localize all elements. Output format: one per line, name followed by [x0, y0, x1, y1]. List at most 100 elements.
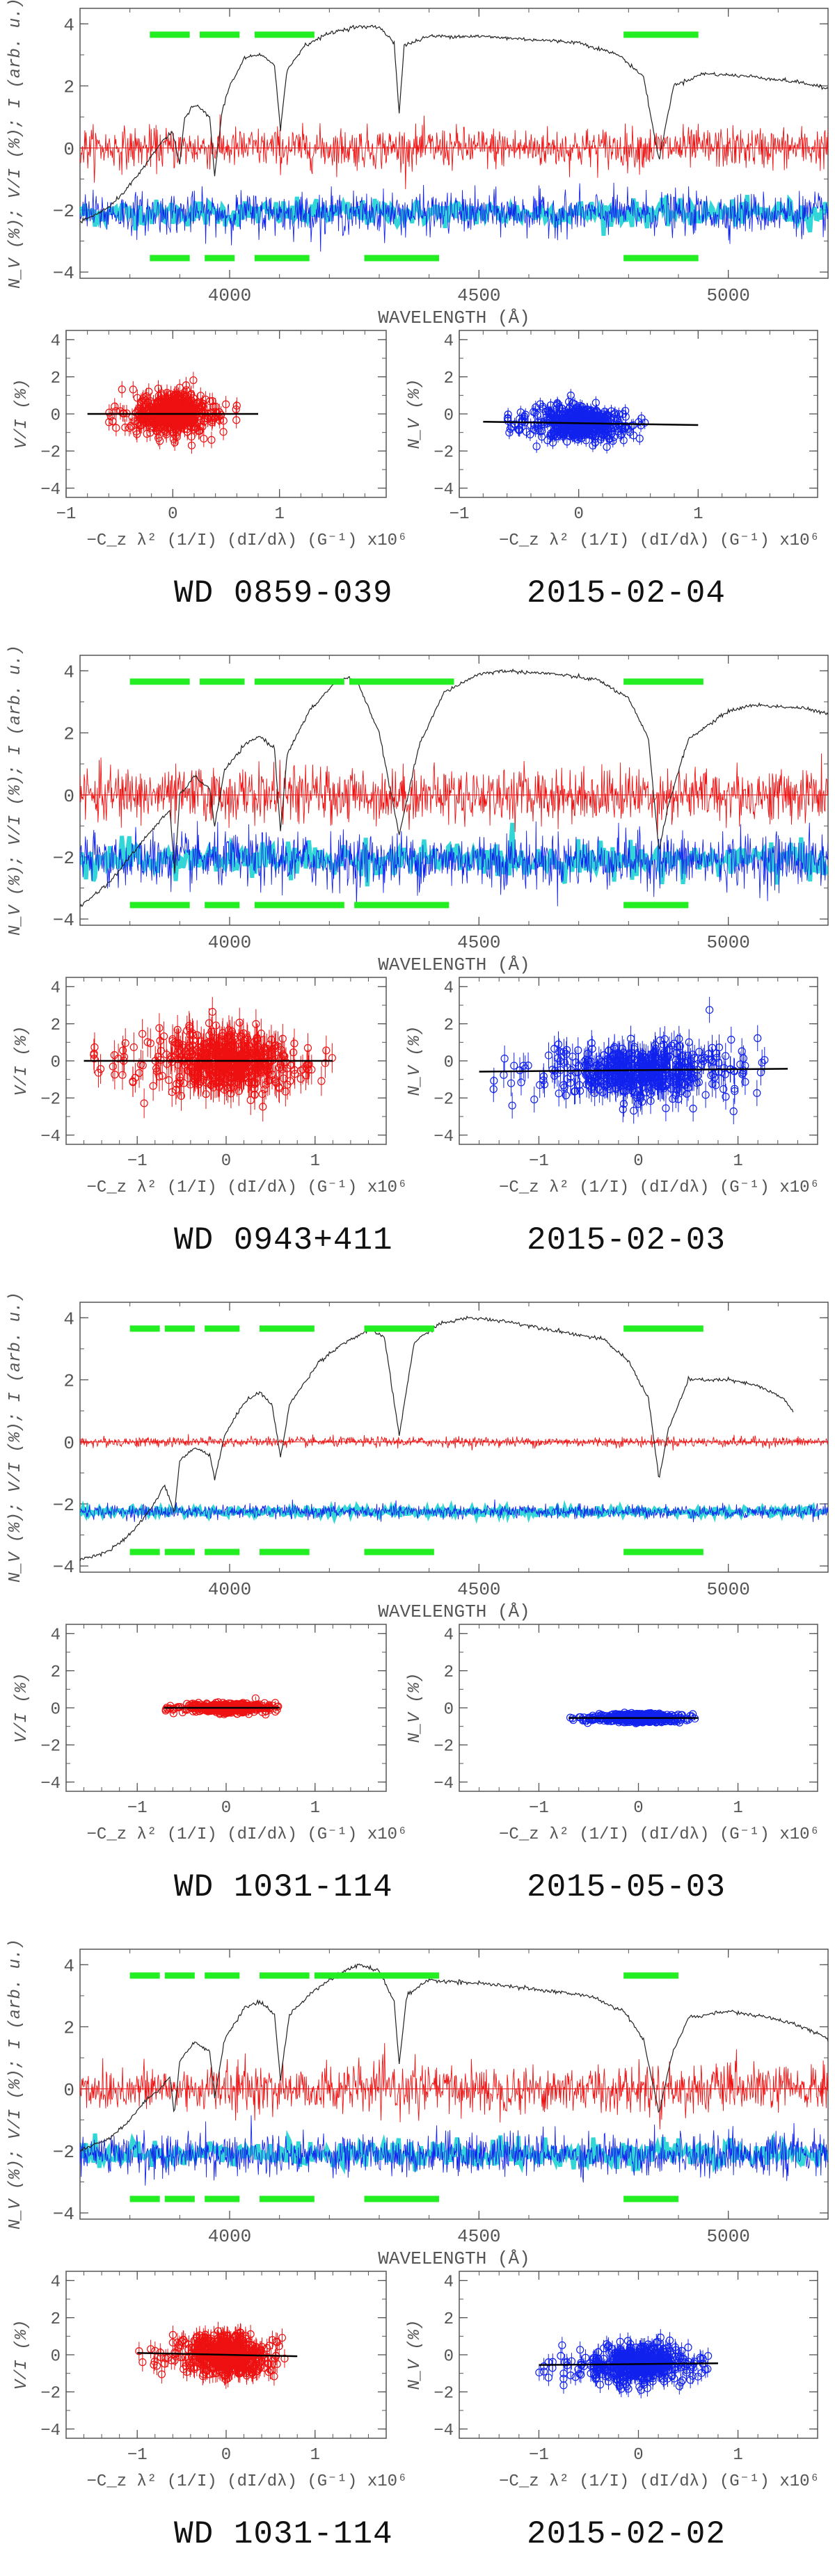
spectrum-ytick-label: −2 [53, 1495, 74, 1516]
data-point [229, 1040, 237, 1049]
data-point [258, 1058, 267, 1066]
data-point [275, 1064, 284, 1072]
data-point [660, 1053, 668, 1061]
data-point [619, 1068, 628, 1076]
v_panel-ytick-label: 2 [51, 1663, 61, 1682]
spectrum-xtick-label: 4000 [208, 285, 251, 306]
spectrum-ytick-label: −2 [53, 848, 74, 869]
data-point [198, 422, 207, 431]
data-point [132, 427, 141, 435]
v_panel-xtick-label: 0 [168, 505, 177, 524]
data-point [635, 434, 644, 442]
n_panel-xtick-label: 1 [733, 1152, 742, 1171]
data-point [617, 1078, 626, 1087]
data-point [539, 403, 547, 411]
data-point [322, 1046, 331, 1055]
data-point [722, 1092, 730, 1101]
n_panel-ytick-label: −4 [434, 1128, 454, 1146]
data-point [207, 435, 216, 444]
data-point [651, 1041, 660, 1049]
data-point [566, 426, 575, 435]
n_panel-xlabel: −C_z λ² (1/I) (dI/dλ) (G⁻¹) x10⁶ [499, 1178, 820, 1197]
data-point [517, 1078, 525, 1087]
v_panel-xtick-label: 1 [274, 505, 284, 524]
spectrum-ylabel: N_V (%); V/I (%); I (arb. u.) [6, 0, 25, 289]
data-point [189, 1031, 198, 1040]
data-point [138, 408, 146, 417]
spectrum-xlabel: WAVELENGTH (Å) [378, 307, 530, 328]
data-point [552, 416, 561, 424]
data-point [706, 1006, 714, 1014]
spectrum-ytick-label: 2 [63, 724, 74, 745]
stokes-v-series [80, 114, 828, 189]
data-point [155, 1072, 164, 1081]
data-point [660, 1035, 669, 1043]
v_panel-xtick-label: 0 [221, 1799, 231, 1818]
data-point [173, 428, 181, 436]
data-point [510, 1062, 518, 1070]
data-point [178, 408, 186, 416]
data-point [321, 1059, 330, 1067]
spectrum-frame [79, 1302, 829, 1573]
data-point [245, 1041, 253, 1050]
data-point [665, 1071, 674, 1080]
spectrum-ytick-label: −2 [53, 201, 74, 222]
data-point [208, 416, 216, 424]
data-point [200, 1040, 208, 1048]
data-point [544, 1051, 553, 1059]
n_panel-xtick-label: −1 [529, 1152, 549, 1171]
n_panel-ytick-label: 2 [444, 1016, 454, 1035]
v_panel-ytick-label: −4 [40, 481, 61, 499]
data-point [675, 1068, 683, 1076]
v_panel-points [84, 997, 336, 1122]
data-point [709, 1063, 717, 1071]
data-point [521, 410, 530, 419]
data-point [594, 1077, 602, 1085]
spectrum-ylabel: N_V (%); V/I (%); I (arb. u.) [6, 1292, 25, 1583]
data-point [143, 430, 151, 438]
v_panel-ytick-label: 2 [51, 1016, 61, 1035]
data-point [299, 1065, 307, 1073]
null-band-series [80, 194, 828, 237]
n_panel-ytick-label: −2 [434, 1091, 454, 1110]
data-point [574, 1046, 582, 1055]
v_panel-xlabel: −C_z λ² (1/I) (dI/dλ) (G⁻¹) x10⁶ [87, 531, 408, 550]
n_panel-ytick-label: 2 [444, 369, 454, 388]
data-point [200, 434, 208, 443]
data-point [644, 1059, 653, 1068]
data-point [601, 417, 609, 426]
data-point [90, 1043, 99, 1052]
data-point [221, 1058, 230, 1066]
data-point [190, 1074, 198, 1082]
data-point [287, 1061, 295, 1070]
data-point [272, 1079, 280, 1087]
data-point [719, 1085, 728, 1094]
data-point [212, 1042, 221, 1050]
data-point [559, 1048, 568, 1056]
data-point [262, 1080, 270, 1089]
data-point [250, 1091, 259, 1099]
data-point [666, 1076, 674, 1085]
data-point [689, 1104, 697, 1113]
data-point [530, 1095, 539, 1104]
data-point [290, 1039, 299, 1048]
data-point [543, 436, 552, 445]
data-point [738, 1047, 746, 1055]
data-point [562, 1091, 570, 1100]
v_panel-ytick-label: 0 [51, 1053, 61, 1072]
data-point [607, 413, 615, 422]
data-point [582, 1061, 591, 1069]
data-point [96, 1065, 105, 1073]
null-series [80, 182, 828, 252]
data-point [260, 1085, 269, 1094]
data-point [218, 1029, 227, 1037]
data-point [212, 1069, 220, 1077]
data-point [253, 1037, 262, 1045]
intensity-series [80, 668, 828, 908]
data-point [630, 1107, 638, 1115]
v_panel-ytick-label: −2 [40, 444, 61, 463]
data-point [611, 1084, 620, 1092]
data-point [267, 1046, 276, 1055]
data-point [183, 1026, 191, 1035]
